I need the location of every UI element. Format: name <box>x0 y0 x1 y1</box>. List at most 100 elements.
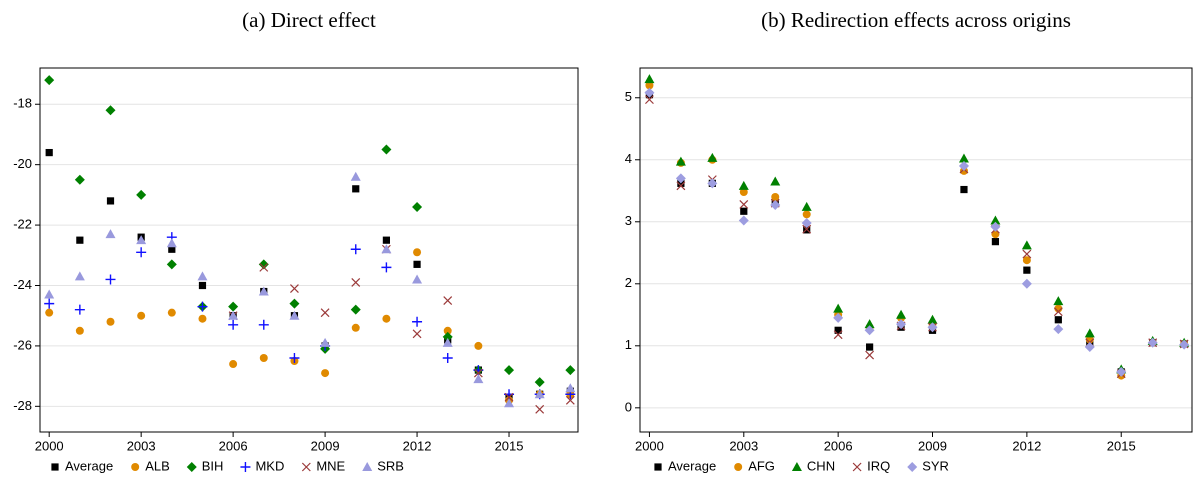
legend-label: IRQ <box>867 458 890 473</box>
legend-marker <box>301 462 311 472</box>
data-point <box>707 152 718 162</box>
x-tick-label: 2012 <box>1012 438 1041 453</box>
data-point <box>136 247 147 258</box>
legend-marker <box>51 463 59 471</box>
data-point <box>1054 316 1062 324</box>
y-tick-label: 2 <box>625 275 632 290</box>
data-point <box>412 274 423 284</box>
data-point <box>990 221 1001 232</box>
data-point <box>991 238 1000 246</box>
x-tick-label: 2000 <box>635 438 664 453</box>
data-point <box>565 383 576 393</box>
data-point <box>136 189 147 200</box>
data-point <box>1084 328 1095 338</box>
data-point <box>228 319 239 330</box>
data-point <box>44 289 55 299</box>
data-point <box>676 181 686 191</box>
data-point <box>105 229 116 239</box>
data-point <box>675 156 686 166</box>
legend-label: ALB <box>145 458 170 473</box>
data-point <box>1021 278 1032 289</box>
data-point <box>442 331 453 342</box>
data-point <box>105 105 116 116</box>
data-point <box>350 304 361 315</box>
y-tick-label: 3 <box>625 213 632 228</box>
data-point <box>166 238 177 248</box>
legend-label: MNE <box>316 458 345 473</box>
data-point <box>258 286 269 296</box>
data-point <box>1053 324 1064 335</box>
data-point <box>738 215 749 226</box>
data-point <box>833 312 844 323</box>
x-tick-label: 2015 <box>495 438 524 453</box>
data-point <box>771 192 780 201</box>
data-point <box>473 368 483 378</box>
data-point <box>228 310 239 320</box>
data-point <box>645 81 654 90</box>
data-point <box>350 171 361 181</box>
data-point <box>834 326 842 334</box>
plot-frame <box>39 67 579 433</box>
y-tick-label: 4 <box>625 151 632 166</box>
data-point <box>229 360 238 369</box>
data-point <box>350 244 361 255</box>
data-point <box>833 303 844 313</box>
data-point <box>1053 296 1064 306</box>
y-tick-label: -28 <box>13 398 32 413</box>
data-point <box>45 308 54 317</box>
x-tick-label: 2009 <box>311 438 340 453</box>
x-tick-label: 2009 <box>918 438 947 453</box>
data-point <box>413 260 421 268</box>
data-point <box>1022 256 1031 265</box>
legend-label: AFG <box>748 458 775 473</box>
data-point <box>896 309 907 319</box>
legend-marker <box>362 462 373 471</box>
data-point <box>534 377 545 388</box>
data-point <box>504 398 515 408</box>
data-point <box>198 281 207 290</box>
data-point <box>167 308 176 317</box>
data-point <box>382 236 391 244</box>
legend-label: Average <box>65 458 113 473</box>
legend-label: CHN <box>807 458 835 473</box>
data-point <box>896 319 907 330</box>
data-point <box>168 245 176 253</box>
data-point <box>351 278 361 287</box>
data-point <box>106 197 115 205</box>
data-point <box>258 259 269 270</box>
data-point <box>320 337 331 347</box>
data-point <box>1084 342 1095 353</box>
data-point <box>802 210 811 219</box>
legend-marker <box>186 462 197 472</box>
data-point <box>833 330 843 340</box>
legend-marker <box>734 463 743 471</box>
data-point <box>645 95 654 105</box>
data-point <box>1085 335 1094 344</box>
data-point <box>1147 337 1158 348</box>
data-point <box>320 308 330 318</box>
y-tick-label: -20 <box>13 156 32 171</box>
data-point <box>1021 240 1032 250</box>
data-point <box>802 224 812 234</box>
data-point <box>74 271 85 281</box>
data-point <box>442 337 453 347</box>
data-point <box>990 215 1001 225</box>
data-point <box>443 326 452 335</box>
data-point <box>198 314 207 323</box>
data-point <box>991 230 1000 239</box>
data-point <box>740 207 748 215</box>
data-point <box>75 326 84 335</box>
legend-label: BIH <box>202 458 224 473</box>
data-point <box>351 323 360 332</box>
data-point <box>442 352 453 363</box>
data-point <box>258 319 269 330</box>
data-point <box>739 188 748 197</box>
data-point <box>534 389 545 399</box>
x-tick-label: 2012 <box>403 438 432 453</box>
data-point <box>413 248 422 257</box>
y-tick-label: -22 <box>13 217 32 232</box>
data-point <box>259 353 268 362</box>
data-point <box>738 180 749 190</box>
data-point <box>289 310 300 320</box>
data-point <box>927 322 938 333</box>
